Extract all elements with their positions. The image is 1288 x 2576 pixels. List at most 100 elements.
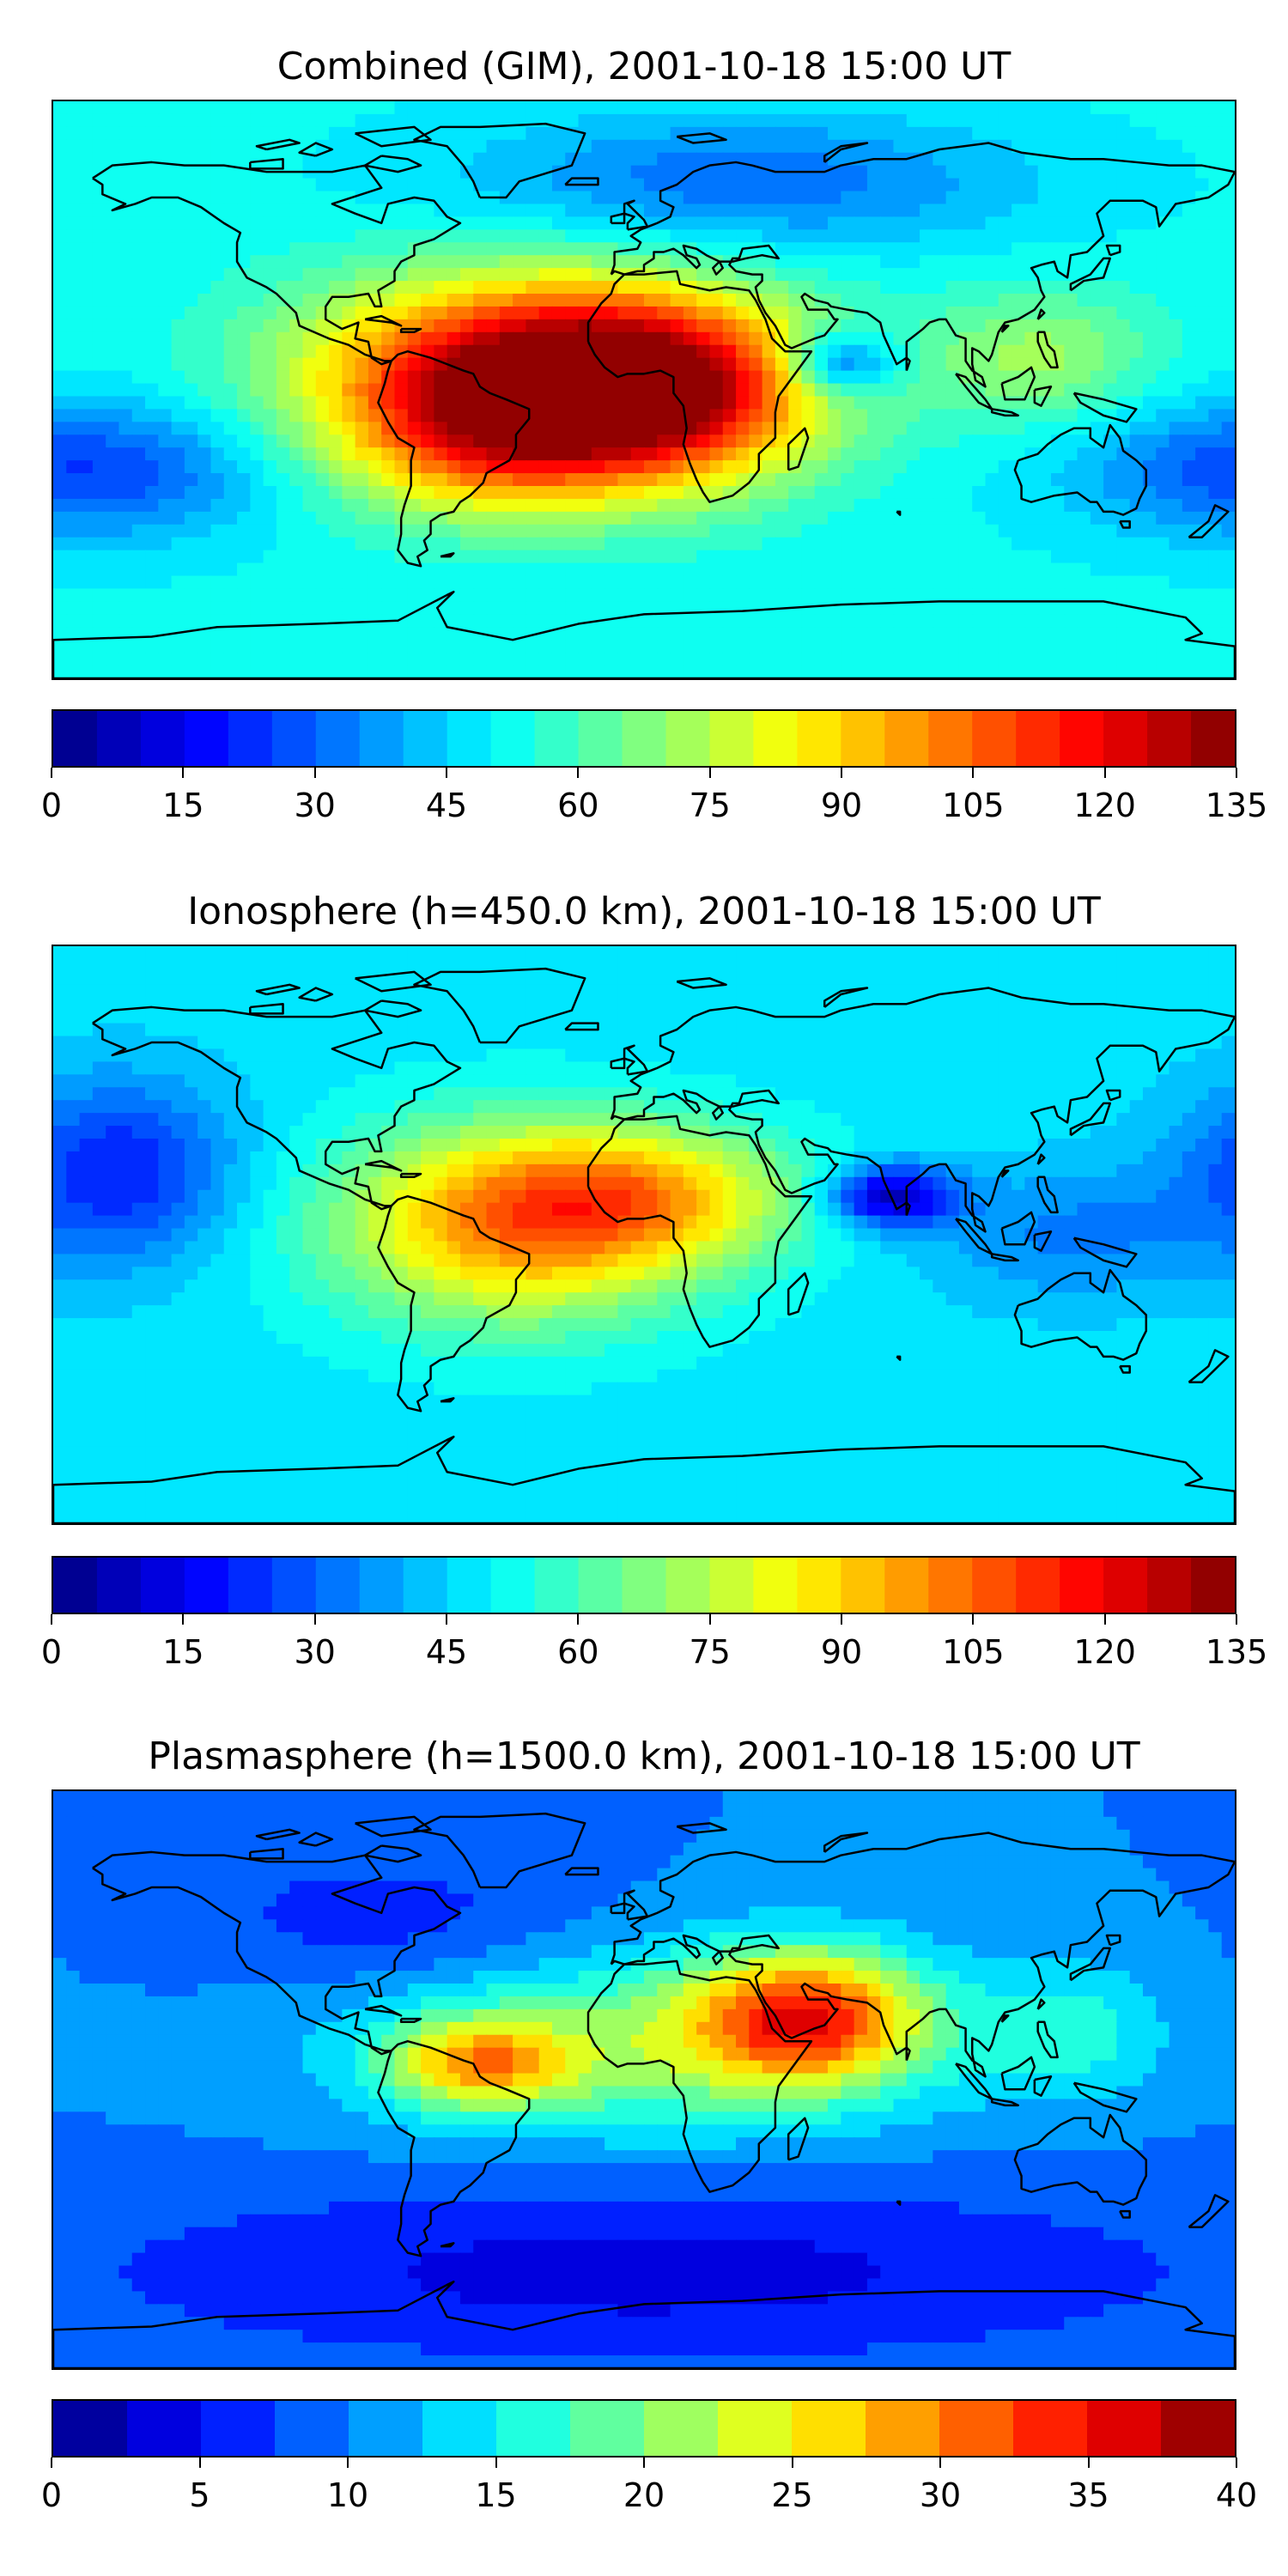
coastline — [676, 132, 727, 144]
coastline — [1105, 244, 1121, 257]
colorbar-tick-label: 105 — [942, 787, 1005, 824]
colorbar-swatch — [928, 711, 973, 766]
coastline — [92, 1850, 462, 2056]
map-title: Ionosphere (h=450.0 km), 2001-10-18 15:0… — [187, 890, 1101, 933]
colorbar-tick-label: 40 — [1215, 2476, 1258, 2514]
coastline — [399, 327, 422, 334]
tec-field — [53, 1791, 1235, 2368]
colorbar-swatch — [96, 1558, 142, 1613]
colorbar-ticks: 0 15 30 45 60 75 90 105 120 135 — [41, 768, 1267, 824]
colorbar-swatch — [1103, 1558, 1148, 1613]
coastline — [1188, 1349, 1230, 1383]
colorbar-tick-label: 120 — [1073, 787, 1136, 824]
colorbar-tick-label: 90 — [820, 787, 863, 824]
colorbar-tick-label: 15 — [475, 2476, 517, 2514]
colorbar-tick-label: 75 — [689, 787, 731, 824]
colorbar-swatch — [578, 711, 623, 766]
colorbar-tick-label: 5 — [189, 2476, 210, 2514]
colorbar-tick-label: 0 — [40, 2476, 63, 2514]
coastline — [1072, 392, 1138, 423]
coastline — [255, 1828, 301, 1841]
colorbar-canvas — [53, 2401, 1235, 2456]
coastlines — [53, 122, 1235, 678]
coastline — [1036, 331, 1059, 369]
coastline — [1188, 504, 1230, 538]
coastline — [1119, 1364, 1131, 1374]
coastline — [413, 967, 586, 1044]
coastline — [1036, 1153, 1046, 1165]
coastlines — [53, 1812, 1235, 2368]
colorbar — [52, 2399, 1236, 2458]
coastline — [363, 155, 422, 173]
colorbar-tick — [182, 1614, 185, 1625]
coastline — [905, 356, 911, 372]
coastline — [1033, 2075, 1053, 2097]
colorbar-tick — [841, 1614, 842, 1625]
coastline — [990, 1253, 1019, 1262]
coastline — [896, 510, 902, 516]
coastline — [623, 199, 649, 231]
coastline — [1036, 1176, 1059, 1214]
coastline — [53, 590, 1235, 678]
tec-map — [52, 945, 1236, 1525]
coastline — [355, 125, 432, 148]
colorbar-tick — [1236, 2458, 1237, 2468]
colorbar-tick-label: 10 — [326, 2476, 369, 2514]
coastline — [249, 1847, 284, 1860]
coastline — [676, 977, 727, 989]
colorbar-tick — [182, 768, 185, 778]
colorbar-swatch — [422, 2401, 497, 2456]
coastline — [1000, 2014, 1010, 2023]
coastline — [399, 1172, 422, 1179]
tec-field — [53, 101, 1235, 678]
coastlines — [53, 967, 1235, 1523]
colorbar-canvas — [53, 1558, 1235, 1613]
tec-map — [52, 1789, 1236, 2370]
colorbar-swatch — [1147, 711, 1192, 766]
map-title: Plasmasphere (h=1500.0 km), 2001-10-18 1… — [148, 1735, 1140, 1778]
colorbar-tick — [347, 2458, 349, 2468]
coastline — [1000, 1211, 1036, 1246]
coastline — [364, 314, 403, 327]
coastline — [413, 1812, 586, 1889]
colorbar-swatch — [665, 1558, 711, 1613]
coastline — [1105, 1089, 1121, 1102]
coastline — [564, 1022, 599, 1031]
colorbar-tick-label: 105 — [942, 1633, 1005, 1671]
colorbar-swatch — [866, 2401, 940, 2456]
coastline — [1069, 1947, 1112, 1982]
colorbar — [52, 709, 1236, 768]
colorbar-swatch — [53, 711, 98, 766]
colorbar-swatch — [797, 711, 841, 766]
colorbar-swatch — [884, 711, 929, 766]
coastline — [623, 1044, 649, 1076]
colorbar-swatch — [841, 1558, 885, 1613]
colorbar-swatch — [534, 711, 580, 766]
coastline — [1105, 1934, 1121, 1947]
coastline — [787, 427, 810, 471]
colorbar-swatch — [275, 2401, 349, 2456]
colorbar-swatch — [403, 711, 448, 766]
colorbar-swatch — [228, 1558, 273, 1613]
colorbar-swatch — [709, 711, 755, 766]
coastline — [610, 1832, 1235, 2078]
colorbar-tick-label: 0 — [40, 787, 63, 824]
colorbar-tick-label: 25 — [771, 2476, 813, 2514]
colorbar-tick-label: 135 — [1205, 1633, 1268, 1671]
colorbar-tick-label: 30 — [919, 2476, 962, 2514]
colorbar-tick — [51, 768, 52, 778]
colorbar-swatch — [315, 1558, 361, 1613]
colorbar-tick — [972, 1614, 975, 1625]
colorbar-tick — [577, 1614, 580, 1625]
colorbar-tick-label: 0 — [40, 1633, 63, 1671]
colorbar-tick-label: 60 — [557, 1633, 599, 1671]
colorbar-swatch — [201, 2401, 276, 2456]
colorbar-swatch — [578, 1558, 623, 1613]
colorbar-swatch — [1161, 2401, 1235, 2456]
colorbar-swatch — [534, 1558, 580, 1613]
colorbar-tick — [939, 2458, 941, 2468]
colorbar-swatch — [228, 711, 273, 766]
coastline — [905, 2046, 911, 2062]
coastline — [676, 1822, 727, 1834]
coastline — [990, 408, 1019, 417]
